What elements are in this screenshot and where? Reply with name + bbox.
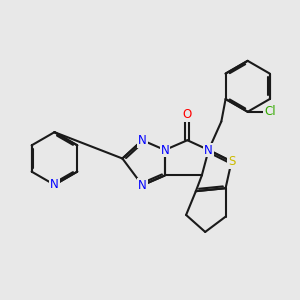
Text: Cl: Cl <box>264 105 276 118</box>
Text: N: N <box>204 143 213 157</box>
Text: N: N <box>50 178 59 191</box>
Text: N: N <box>138 179 147 192</box>
Text: S: S <box>228 155 235 168</box>
Text: O: O <box>183 108 192 121</box>
Text: N: N <box>138 134 147 147</box>
Text: N: N <box>160 143 169 157</box>
